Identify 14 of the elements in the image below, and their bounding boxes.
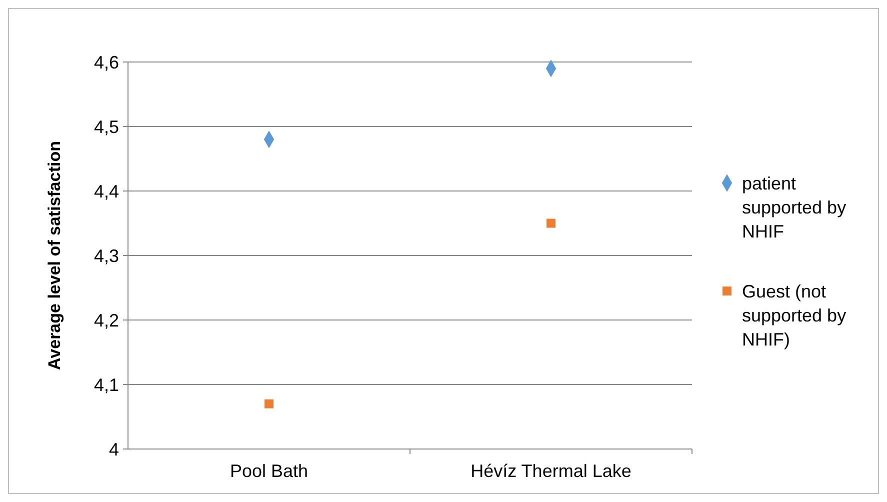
y-tick-label: 4,1 [94,374,119,395]
y-tick-label: 4,2 [94,310,119,330]
y-tick-label: 4,6 [94,52,119,72]
y-tick-label: 4,4 [94,181,119,202]
y-tick-label: 4 [108,439,119,460]
y-axis-title: Average level of satisfaction [45,141,64,370]
legend-label: Guest (not supported by NHIF) [742,281,846,350]
x-tick-label: Pool Bath [230,461,308,481]
y-tick-label: 4,3 [94,246,119,266]
legend-label: patient supported by NHIF [742,173,846,242]
y-tick-label: 4,5 [94,116,119,137]
x-tick-label: Hévíz Thermal Lake [470,461,632,481]
point [546,218,556,228]
point [264,399,274,408]
